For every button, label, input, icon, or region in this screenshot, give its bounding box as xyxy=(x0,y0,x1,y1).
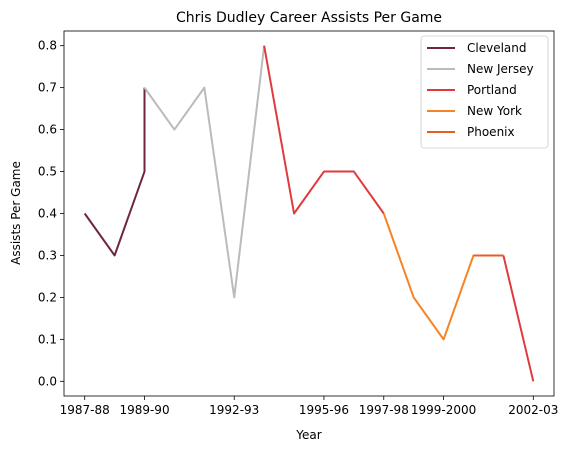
x-tick-label: 1995-96 xyxy=(299,403,349,417)
series-line-portland-5 xyxy=(502,255,535,382)
x-tick-label: 2002-03 xyxy=(508,403,558,417)
series-line-new-york-3 xyxy=(382,213,504,341)
x-axis-title: Year xyxy=(295,428,321,442)
y-tick-label: 0.2 xyxy=(38,290,57,304)
y-axis-title: Assists Per Game xyxy=(9,161,23,265)
y-tick-label: 0.4 xyxy=(38,207,57,221)
y-tick-label: 0.8 xyxy=(38,39,57,53)
y-tick-label: 0.1 xyxy=(38,332,57,346)
legend-label: New York xyxy=(467,104,522,118)
legend-label: Portland xyxy=(467,83,517,97)
y-tick-label: 0.3 xyxy=(38,248,57,262)
plot-lines xyxy=(83,45,535,382)
legend-label: Cleveland xyxy=(467,41,527,55)
y-tick-label: 0.7 xyxy=(38,81,57,95)
x-tick-label: 1999-2000 xyxy=(411,403,476,417)
chart-title: Chris Dudley Career Assists Per Game xyxy=(176,10,442,26)
legend: Cleveland New Jersey Portland New York Phoen… xyxy=(420,35,549,149)
legend-label: New Jersey xyxy=(467,62,534,76)
y-tick-label: 0.6 xyxy=(38,123,57,137)
series-line-portland-2 xyxy=(263,45,385,215)
x-tick-label: 1989-90 xyxy=(119,403,169,417)
legend-box xyxy=(420,35,549,149)
x-axis: 1987-88 1989-90 1992-93 1995-96 1997-98 1999-… xyxy=(60,396,558,417)
y-tick-label: 0.0 xyxy=(38,374,57,388)
x-tick-label: 1992-93 xyxy=(209,403,259,417)
series-line-new-jersey-1 xyxy=(143,45,266,299)
x-tick-label: 1987-88 xyxy=(60,403,110,417)
x-tick-label: 1997-98 xyxy=(359,403,409,417)
series-line-cleveland-0 xyxy=(83,87,146,257)
y-axis: 0.0 0.1 0.2 0.3 0.4 0.5 0.6 0.7 0.8 xyxy=(38,39,64,388)
legend-label: Phoenix xyxy=(467,125,515,139)
y-tick-label: 0.5 xyxy=(38,165,57,179)
